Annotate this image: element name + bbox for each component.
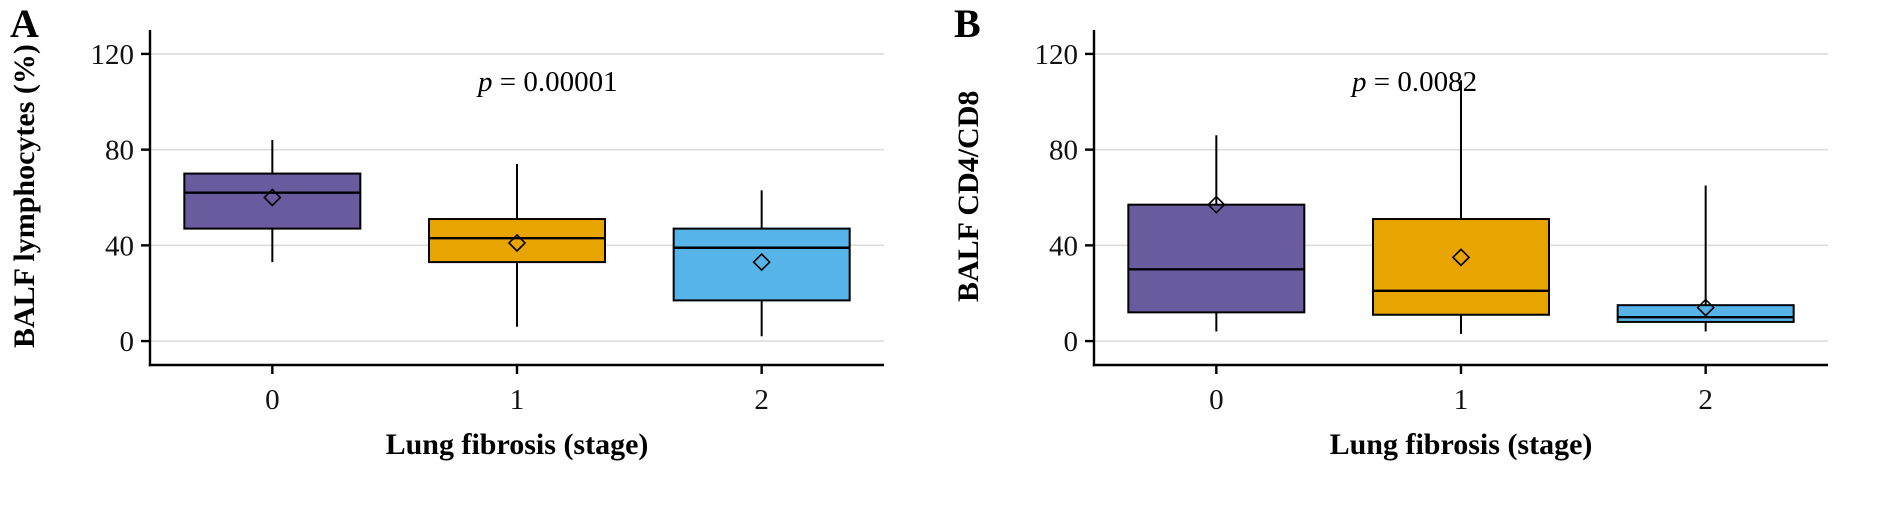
p-symbol: p (1352, 66, 1367, 98)
panel-a-label: A (10, 1, 39, 46)
svg-text:80: 80 (105, 135, 134, 167)
svg-text:40: 40 (105, 230, 134, 262)
svg-text:2: 2 (1698, 384, 1713, 416)
panel-b-x-axis-title: Lung fibrosis (stage) (1329, 428, 1593, 461)
svg-text:0: 0 (120, 326, 135, 358)
svg-text:0: 0 (1209, 384, 1224, 416)
panel-a-y-axis-title: BALF lymphocytes (%) (8, 44, 41, 348)
svg-text:0: 0 (265, 384, 280, 416)
panel-a-p-value-annotation: p = 0.00001 (478, 66, 618, 99)
p-value-text: = 0.0082 (1366, 66, 1478, 98)
svg-text:0: 0 (1064, 326, 1079, 358)
svg-text:2: 2 (754, 384, 769, 416)
panel-b: 0 40 80 120 0 1 2 B BALF CD4/CD8 Lung fibrosis… (944, 0, 1888, 524)
svg-text:1: 1 (510, 384, 525, 416)
panel-a-x-axis-title: Lung fibrosis (stage) (385, 428, 649, 461)
svg-text:120: 120 (91, 39, 135, 71)
panel-b-p-value-annotation: p = 0.0082 (1352, 66, 1477, 99)
panel-a: 0 40 80 120 0 1 2 A BALF lymphocytes (%) Lung … (8, 1, 884, 461)
svg-text:80: 80 (1049, 135, 1078, 167)
svg-text:1: 1 (1454, 384, 1469, 416)
svg-text:120: 120 (1035, 39, 1079, 71)
boxplot-a: 0 40 80 120 0 1 2 (91, 30, 884, 416)
p-symbol: p (478, 66, 493, 98)
panel-b-y-axis-title: BALF CD4/CD8 (952, 90, 985, 302)
svg-text:40: 40 (1049, 230, 1078, 262)
panel-b-label: B (954, 1, 981, 46)
p-value-text: = 0.00001 (492, 66, 618, 98)
boxplot-b: 0 40 80 120 0 1 2 (1035, 30, 1828, 416)
